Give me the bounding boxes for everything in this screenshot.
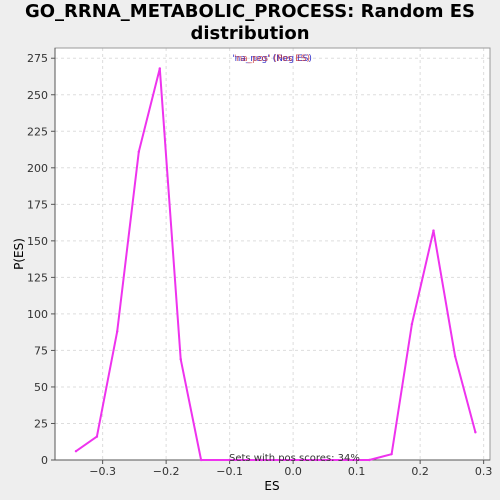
y-tick-label-4: 100 (27, 308, 48, 321)
data-point-0-5 (179, 357, 182, 361)
data-point-0-11 (355, 458, 358, 462)
y-tick-label-6: 150 (27, 235, 48, 248)
data-point-0-8 (260, 458, 263, 462)
data-point-0-16 (453, 355, 457, 358)
y-tick-label-2: 50 (34, 381, 48, 394)
plot-area (55, 48, 490, 460)
series-line-0 (75, 67, 477, 461)
y-axis-label: P(ES) (12, 238, 26, 270)
data-point-0-17 (474, 431, 477, 434)
data-point-0-7 (228, 458, 231, 462)
data-point-0-9 (291, 458, 295, 462)
x-tick-label-0: −0.3 (89, 465, 116, 478)
x-tick-label-2: −0.1 (216, 465, 243, 478)
data-point-0-14 (410, 322, 414, 326)
y-tick-label-9: 225 (27, 125, 48, 138)
data-point-0-10 (323, 458, 327, 462)
legend-entry-pos: 'na_pos' (Pos ES) (234, 54, 310, 64)
data-point-0-6 (199, 458, 203, 462)
y-tick-label-11: 275 (27, 52, 48, 65)
data-point-0-0 (74, 450, 78, 453)
x-tick-label-6: 0.3 (475, 465, 493, 478)
x-tick-label-4: 0.1 (348, 465, 366, 478)
x-tick-label-5: 0.2 (411, 465, 429, 478)
y-tick-label-7: 175 (27, 198, 48, 211)
x-tick-label-1: −0.2 (153, 465, 180, 478)
data-point-0-1 (95, 435, 99, 438)
data-point-0-2 (116, 330, 119, 333)
pos-scores-annotation: Sets with pos scores: 34% (229, 453, 360, 464)
y-tick-label-3: 75 (34, 344, 48, 357)
data-point-0-4 (158, 67, 161, 70)
y-tick-label-0: 0 (41, 454, 48, 467)
data-point-0-3 (137, 150, 141, 153)
legend-entry-neg: 'na_neg' (Neg ES) (232, 54, 312, 64)
data-point-0-13 (390, 452, 393, 456)
data-point-0-15 (432, 229, 435, 232)
x-axis-label: ES (264, 479, 279, 493)
series-layer (74, 67, 477, 462)
data-point-0-12 (368, 458, 371, 462)
y-tick-label-5: 125 (27, 271, 48, 284)
x-tick-label-3: 0.0 (284, 465, 302, 478)
y-tick-label-10: 250 (27, 89, 48, 102)
ticks: −0.3 −0.2 −0.1 0.0 0.1 0.2 0.3 0 25 50 75 100 125 150… (27, 52, 492, 478)
y-tick-label-8: 200 (27, 162, 48, 175)
chart-title: GO_RRNA_METABOLIC_PROCESS: Random ES dis… (24, 1, 475, 44)
y-tick-label-1: 25 (34, 417, 48, 430)
